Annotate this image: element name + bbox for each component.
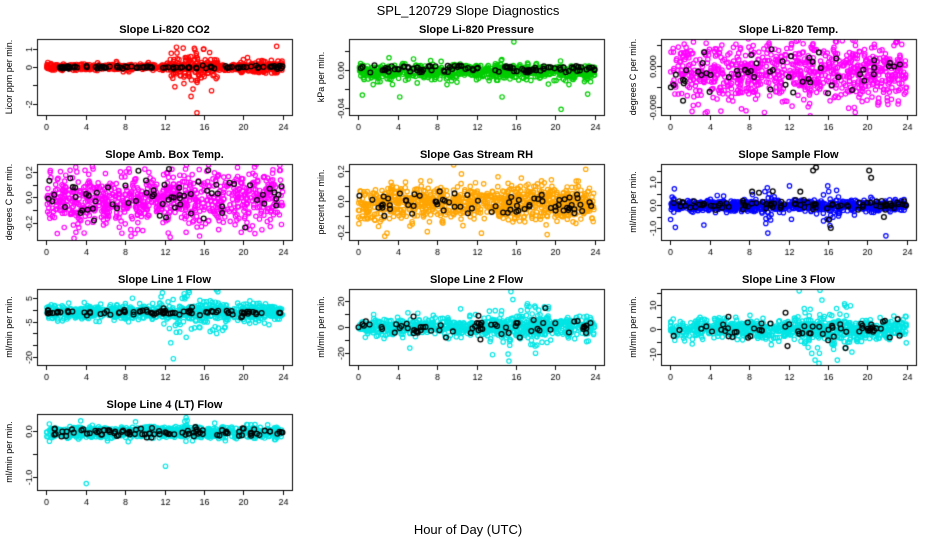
- panel-slope-sample-flow: Slope Sample Flow ml/min per min.: [624, 147, 936, 272]
- panel-slope-gas-stream-rh: Slope Gas Stream RH percent per min.: [312, 147, 624, 272]
- panel-slope-amb-box-temp: Slope Amb. Box Temp. degrees C per min.: [0, 147, 312, 272]
- figure-title: SPL_120729 Slope Diagnostics: [376, 3, 560, 18]
- panel-slope-li820-temp: Slope Li-820 Temp. degrees C per min.: [624, 22, 936, 147]
- panel-slope-line4-lt-flow: Slope Line 4 (LT) Flow ml/min per min.: [0, 397, 312, 522]
- scatter-canvas: [312, 272, 624, 397]
- panel-slope-li820-pressure: Slope Li-820 Pressure kPa per min.: [312, 22, 624, 147]
- panel-slope-line2-flow: Slope Line 2 Flow ml/min per min.: [312, 272, 624, 397]
- scatter-canvas: [0, 272, 312, 397]
- scatter-canvas: [312, 147, 624, 272]
- panel-slope-line3-flow: Slope Line 3 Flow ml/min per min.: [624, 272, 936, 397]
- x-axis-label: Hour of Day (UTC): [413, 522, 523, 537]
- scatter-canvas: [312, 22, 624, 147]
- scatter-canvas: [0, 147, 312, 272]
- panel-slope-line1-flow: Slope Line 1 Flow ml/min per min.: [0, 272, 312, 397]
- scatter-canvas: [624, 147, 936, 272]
- panel-slope-li820-co2: Slope Li-820 CO2 Licor ppm per min.: [0, 22, 312, 147]
- scatter-canvas: [624, 272, 936, 397]
- scatter-canvas: [0, 22, 312, 147]
- scatter-canvas: [624, 22, 936, 147]
- scatter-canvas: [0, 397, 312, 522]
- panel-grid: Slope Li-820 CO2 Licor ppm per min. Slop…: [0, 22, 936, 522]
